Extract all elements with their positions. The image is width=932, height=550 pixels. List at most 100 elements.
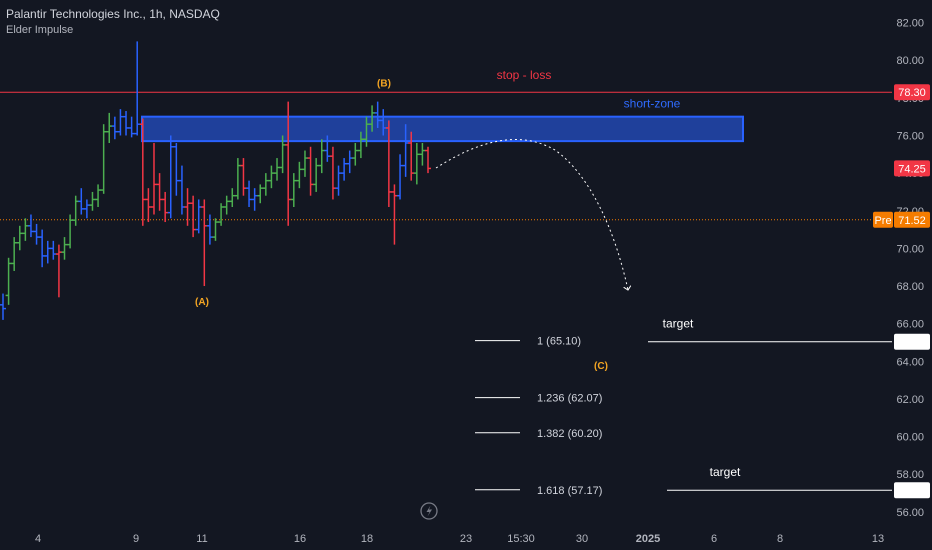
- ohlc-bar[interactable]: [117, 109, 124, 136]
- ohlc-bar[interactable]: [318, 139, 325, 174]
- y-tick-label: 56.00: [896, 507, 924, 519]
- ohlc-bar[interactable]: [357, 131, 364, 159]
- ohlc-bar[interactable]: [22, 218, 29, 241]
- ohlc-bar[interactable]: [39, 229, 46, 268]
- ohlc-bar[interactable]: [50, 240, 57, 260]
- ohlc-bar[interactable]: [301, 150, 308, 177]
- price-tag[interactable]: 65.04: [894, 333, 930, 350]
- ohlc-bar[interactable]: [61, 237, 68, 260]
- ohlc-bar[interactable]: [184, 188, 191, 226]
- price-tag[interactable]: 71.52 Pre: [873, 211, 930, 228]
- ohlc-bar[interactable]: [106, 112, 113, 144]
- ohlc-bar[interactable]: [223, 195, 230, 215]
- ohlc-bar[interactable]: [240, 158, 247, 196]
- ohlc-bar[interactable]: [150, 143, 157, 215]
- ohlc-bar[interactable]: [0, 293, 6, 320]
- ohlc-bar[interactable]: [123, 111, 130, 136]
- ohlc-bar[interactable]: [212, 218, 219, 241]
- ohlc-bar[interactable]: [341, 158, 348, 181]
- ohlc-bar[interactable]: [100, 124, 107, 194]
- ohlc-bar[interactable]: [134, 41, 141, 136]
- ohlc-bar[interactable]: [27, 214, 34, 238]
- ohlc-bar[interactable]: [268, 165, 275, 189]
- ohlc-bar[interactable]: [346, 150, 353, 174]
- lightning-icon[interactable]: [420, 502, 438, 520]
- ohlc-bar[interactable]: [307, 146, 314, 196]
- ohlc-bar[interactable]: [139, 118, 146, 226]
- wave-label: (A): [195, 297, 209, 308]
- ohlc-bar[interactable]: [89, 191, 96, 211]
- ohlc-bar[interactable]: [251, 188, 258, 211]
- ohlc-bar[interactable]: [402, 124, 409, 177]
- fib-level-label: 1.618 (57.17): [537, 485, 602, 497]
- ohlc-bar[interactable]: [313, 158, 320, 192]
- ohlc-bar[interactable]: [352, 143, 359, 166]
- ohlc-bar[interactable]: [391, 184, 398, 245]
- ohlc-bar[interactable]: [385, 120, 392, 207]
- ohlc-bar[interactable]: [296, 161, 303, 189]
- ohlc-bar[interactable]: [145, 188, 152, 223]
- ohlc-bar[interactable]: [335, 165, 342, 196]
- ohlc-bar[interactable]: [274, 158, 281, 181]
- ohlc-bar[interactable]: [195, 199, 202, 234]
- price-tag[interactable]: 57.15: [894, 482, 930, 499]
- ohlc-bar[interactable]: [408, 131, 415, 181]
- ohlc-bar[interactable]: [5, 257, 12, 305]
- ohlc-bar[interactable]: [173, 143, 180, 196]
- ohlc-bar[interactable]: [128, 116, 135, 138]
- price-tag-prefix: Pre: [874, 215, 891, 227]
- x-tick-label: 15:30: [507, 533, 535, 545]
- ohlc-bar[interactable]: [262, 173, 269, 196]
- ohlc-bar[interactable]: [156, 173, 163, 211]
- ohlc-bar[interactable]: [201, 199, 208, 287]
- ohlc-bar[interactable]: [290, 173, 297, 207]
- price-tag-value: 78.30: [898, 87, 926, 99]
- ohlc-bar[interactable]: [369, 105, 376, 132]
- x-tick-label: 16: [294, 533, 306, 545]
- ohlc-bar[interactable]: [83, 199, 90, 219]
- y-tick-label: 68.00: [896, 281, 924, 293]
- short-zone-rect[interactable]: [141, 115, 744, 143]
- ohlc-bar[interactable]: [11, 237, 18, 271]
- ohlc-bar[interactable]: [380, 109, 387, 136]
- ohlc-bar[interactable]: [167, 135, 174, 219]
- ohlc-bar[interactable]: [55, 244, 62, 298]
- x-tick-label: 18: [361, 533, 373, 545]
- ohlc-bar[interactable]: [324, 135, 331, 162]
- projection-arrow[interactable]: [435, 139, 628, 290]
- price-tag[interactable]: 78.30: [894, 84, 930, 101]
- ohlc-bar[interactable]: [425, 146, 431, 174]
- ohlc-bar[interactable]: [44, 240, 51, 264]
- ohlc-bar[interactable]: [206, 214, 213, 245]
- ohlc-bar[interactable]: [397, 154, 404, 200]
- ohlc-bar[interactable]: [419, 143, 426, 166]
- x-tick-label: 8: [777, 533, 783, 545]
- ohlc-bar[interactable]: [329, 146, 336, 200]
- indicator-name[interactable]: Elder Impulse: [6, 24, 74, 36]
- ohlc-bar[interactable]: [111, 116, 118, 140]
- ohlc-bar[interactable]: [218, 203, 225, 226]
- ohlc-bar[interactable]: [285, 101, 292, 226]
- ohlc-bar[interactable]: [33, 223, 40, 245]
- price-tag[interactable]: 74.25: [894, 160, 930, 177]
- ohlc-bar[interactable]: [72, 195, 79, 226]
- ohlc-bar[interactable]: [16, 225, 23, 251]
- ohlc-bar[interactable]: [78, 188, 85, 215]
- symbol-title[interactable]: Palantir Technologies Inc., 1h, NASDAQ: [6, 7, 220, 21]
- ohlc-bar[interactable]: [229, 188, 236, 207]
- ohlc-bar[interactable]: [374, 101, 381, 128]
- ohlc-bar[interactable]: [279, 135, 286, 174]
- ohlc-bar[interactable]: [413, 143, 420, 185]
- ohlc-bar[interactable]: [234, 158, 241, 200]
- ohlc-bar[interactable]: [95, 184, 102, 207]
- ohlc-bar[interactable]: [246, 180, 253, 207]
- ohlc-bar[interactable]: [67, 214, 74, 249]
- fib-level-label: 1.382 (60.20): [537, 428, 602, 440]
- ohlc-bar[interactable]: [190, 195, 197, 238]
- ohlc-bar[interactable]: [178, 165, 185, 215]
- ohlc-bar[interactable]: [162, 191, 169, 223]
- target-label: target: [663, 317, 694, 331]
- ohlc-bar[interactable]: [257, 184, 264, 204]
- ohlc-bar[interactable]: [363, 116, 370, 147]
